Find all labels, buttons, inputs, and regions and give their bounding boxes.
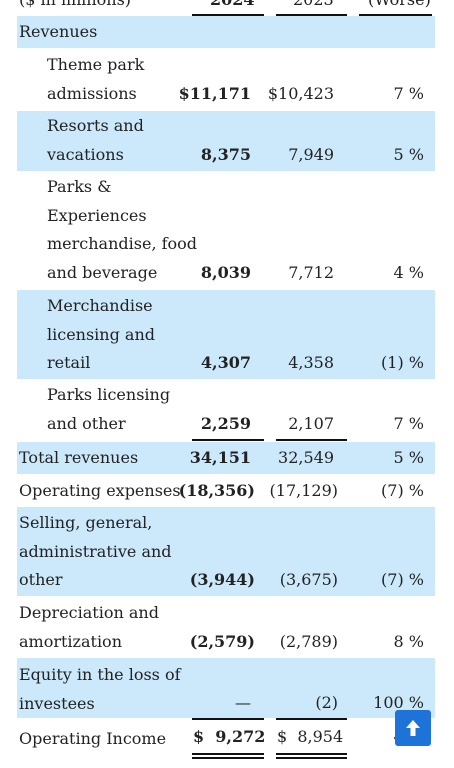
- table-row: Merchandise licensing and retail 4,307 4,3…: [17, 290, 435, 379]
- value-change: (7) %: [381, 481, 424, 500]
- row-label: Operating expenses: [19, 481, 181, 500]
- arrow-up-icon: [406, 720, 420, 736]
- row-label: Parks licensing and other: [47, 385, 171, 433]
- value-change: 5 %: [393, 448, 424, 467]
- value-2024: $11,171: [178, 84, 251, 103]
- value-change: 8 %: [393, 632, 424, 651]
- value-2024: $ 9,272: [193, 727, 266, 746]
- value-2023: 4,358: [288, 353, 334, 372]
- row-label: Resorts and vacations: [47, 116, 144, 164]
- section-revenues: Revenues: [17, 16, 435, 48]
- table-row: Parks & Experiences merchandise, food and …: [17, 173, 435, 289]
- subtotal-rule-2023: [276, 439, 347, 441]
- row-label: Selling, general, administrative and other: [19, 513, 172, 589]
- value-2024: 34,151: [189, 448, 251, 467]
- table-header: ($ in millions) 2024 2023 (Worse): [0, 0, 454, 16]
- row-label: Parks & Experiences merchandise, food and …: [47, 177, 198, 282]
- table-row: Resorts and vacations 8,375 7,949 5 %: [17, 111, 435, 171]
- value-2024: (2,579): [189, 632, 255, 651]
- section-title: Revenues: [19, 22, 98, 41]
- value-2023: 32,549: [278, 448, 334, 467]
- value-change: (1) %: [381, 353, 424, 372]
- row-label: Operating Income: [19, 729, 167, 748]
- row-label: Equity in the loss of investees: [19, 665, 181, 713]
- subtotal-rule-2024: [192, 718, 264, 720]
- value-2023: (17,129): [269, 481, 338, 500]
- row-label: Depreciation and amortization: [19, 603, 159, 651]
- value-2023: 7,949: [288, 145, 334, 164]
- header-rule-2023: [276, 14, 347, 16]
- value-2024: 8,039: [200, 263, 251, 282]
- row-label: Theme park admissions: [47, 55, 145, 103]
- header-year-2023: 2023: [293, 0, 334, 9]
- value-2024: 2,259: [200, 414, 251, 433]
- table-row: Theme park admissions $11,171 $10,423 7 %: [17, 50, 435, 110]
- table-row: Operating expenses (18,356) (17,129) (7)…: [17, 476, 435, 506]
- total-double-rule-2023: [276, 753, 347, 759]
- value-2024: (18,356): [178, 481, 255, 500]
- table-row: Equity in the loss of investees — (2) 100…: [17, 658, 435, 718]
- value-change: 7 %: [393, 84, 424, 103]
- total-double-rule-2024: [192, 753, 264, 759]
- header-rule-2024: [192, 14, 264, 16]
- row-label: Total revenues: [19, 448, 139, 467]
- value-change: (7) %: [381, 570, 424, 589]
- value-2023: (3,675): [279, 570, 338, 589]
- header-rule-change: [359, 14, 432, 16]
- value-2024: —: [235, 693, 251, 712]
- value-change: 7 %: [393, 414, 424, 433]
- value-2023: 7,712: [288, 263, 334, 282]
- scroll-to-top-button[interactable]: [395, 710, 431, 746]
- header-units: ($ in millions): [19, 0, 131, 9]
- subtotal-rule-2024: [192, 439, 264, 441]
- table-row: Selling, general, administrative and other…: [17, 507, 435, 596]
- subtotal-rule-2023: [276, 718, 347, 720]
- table-row: Operating Income $ 9,272 $ 8,954 4 %: [17, 722, 435, 756]
- value-2023: $ 8,954: [277, 727, 344, 746]
- table-row: Parks licensing and other 2,259 2,107 7 %: [17, 381, 435, 439]
- value-2024: 8,375: [200, 145, 251, 164]
- value-2023: (2): [315, 693, 338, 712]
- value-2023: $10,423: [267, 84, 334, 103]
- value-2024: 4,307: [200, 353, 251, 372]
- value-change: 5 %: [393, 145, 424, 164]
- value-2023: (2,789): [279, 632, 338, 651]
- row-label: Merchandise licensing and retail: [47, 296, 156, 372]
- table-row: Total revenues 34,151 32,549 5 %: [17, 442, 435, 474]
- value-2023: 2,107: [288, 414, 334, 433]
- value-change: 4 %: [393, 263, 424, 282]
- table-row: Depreciation and amortization (2,579) (2,…: [17, 598, 435, 656]
- header-change: (Worse): [368, 0, 431, 9]
- value-change: 100 %: [373, 693, 424, 712]
- header-year-2024: 2024: [210, 0, 255, 9]
- value-2024: (3,944): [189, 570, 255, 589]
